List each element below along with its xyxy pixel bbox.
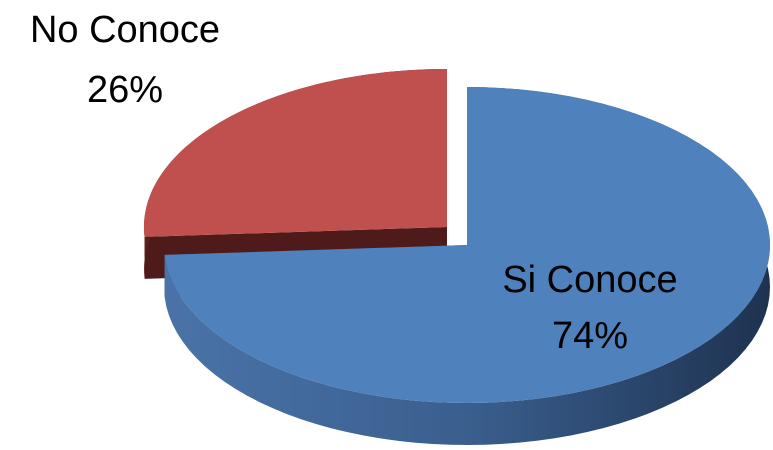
slice-value-label: 26% xyxy=(87,69,163,111)
slice-label: No Conoce xyxy=(30,9,220,51)
slice-value-label: 74% xyxy=(552,315,628,357)
slice xyxy=(144,69,447,237)
slice xyxy=(164,87,770,403)
slice-label: Si Conoce xyxy=(502,259,677,301)
